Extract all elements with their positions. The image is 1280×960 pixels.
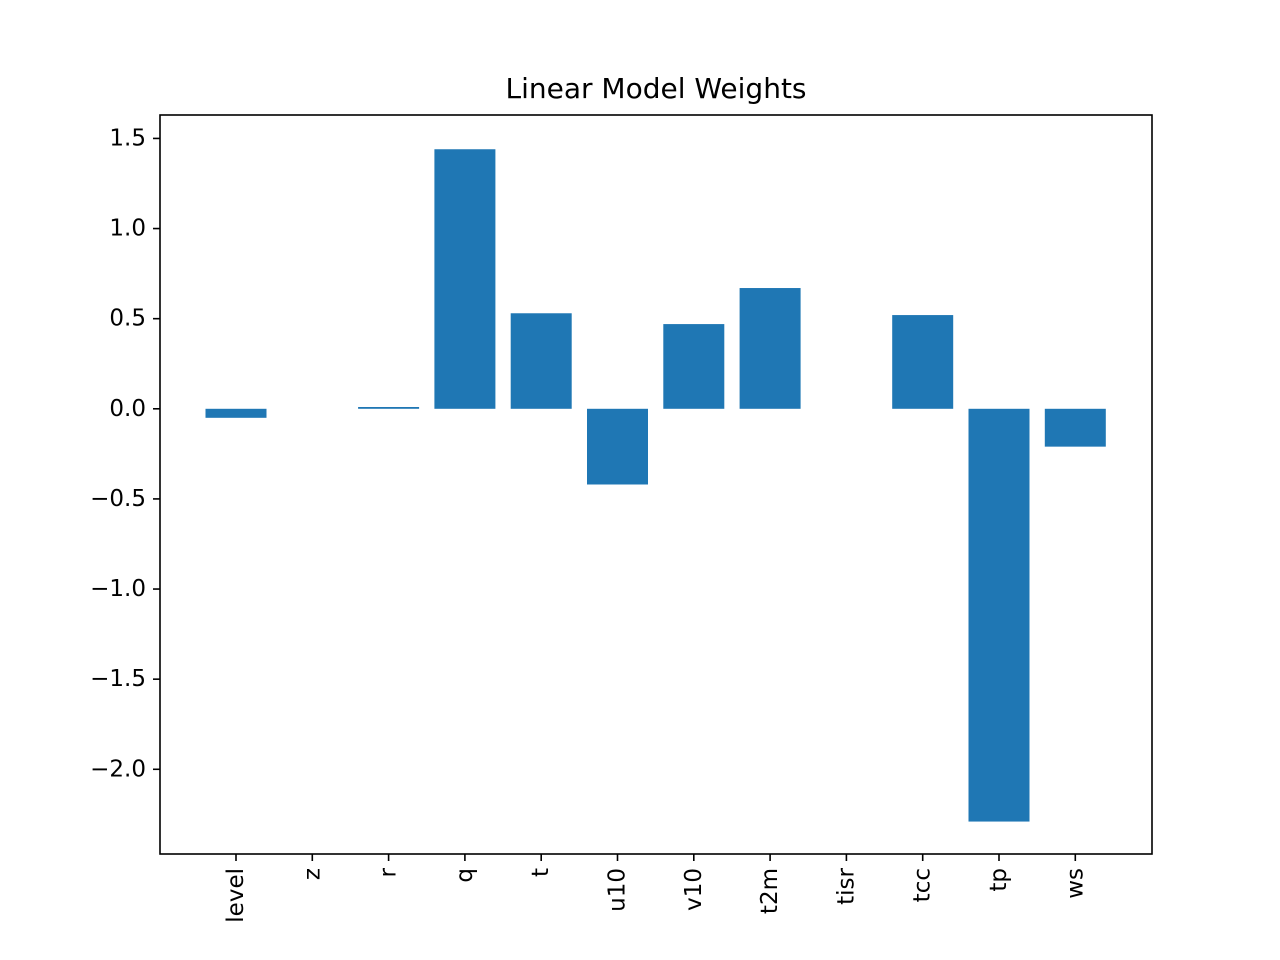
bar-t (510, 313, 572, 409)
x-axis: level z r q t u10 v10 t2m tisr tcc tp ws (223, 854, 1088, 923)
x-tick-label-t2m: t2m (757, 868, 783, 914)
y-tick-label: 1.0 (109, 216, 146, 242)
y-tick-label: −0.5 (90, 486, 146, 512)
y-tick-label: −1.0 (90, 576, 146, 602)
bar-tp (968, 408, 1030, 822)
bar-t2m (739, 288, 801, 409)
x-tick-label-r: r (376, 867, 402, 877)
x-tick-label-u10: u10 (605, 868, 631, 912)
y-tick-label: −2.0 (90, 756, 146, 782)
x-tick-label-t: t (528, 868, 554, 877)
x-tick-label-tp: tp (986, 868, 1012, 892)
x-tick-label-q: q (452, 868, 478, 883)
bars-group (205, 149, 1106, 822)
bar-r (358, 406, 420, 409)
bar-v10 (663, 324, 725, 409)
y-tick-label: 0.0 (109, 396, 146, 422)
bar-tcc (892, 315, 954, 409)
bar-q (434, 149, 496, 409)
x-tick-label-level: level (223, 868, 249, 923)
x-tick-label-v10: v10 (681, 868, 707, 911)
y-tick-label: 1.5 (109, 125, 146, 151)
x-tick-label-ws: ws (1062, 868, 1088, 899)
x-tick-label-tisr: tisr (833, 867, 859, 904)
chart-title: Linear Model Weights (505, 72, 806, 105)
bar-level (205, 408, 267, 418)
plot-frame (159, 114, 1153, 855)
x-tick-label-tcc: tcc (910, 868, 936, 902)
y-axis: 1.5 1.0 0.5 0.0 −0.5 −1.0 −1.5 −2.0 (90, 125, 160, 782)
x-tick-label-z: z (299, 868, 325, 880)
bar-u10 (587, 408, 648, 485)
y-tick-label: 0.5 (109, 306, 146, 332)
bar-ws (1044, 408, 1106, 447)
y-tick-label: −1.5 (90, 666, 146, 692)
